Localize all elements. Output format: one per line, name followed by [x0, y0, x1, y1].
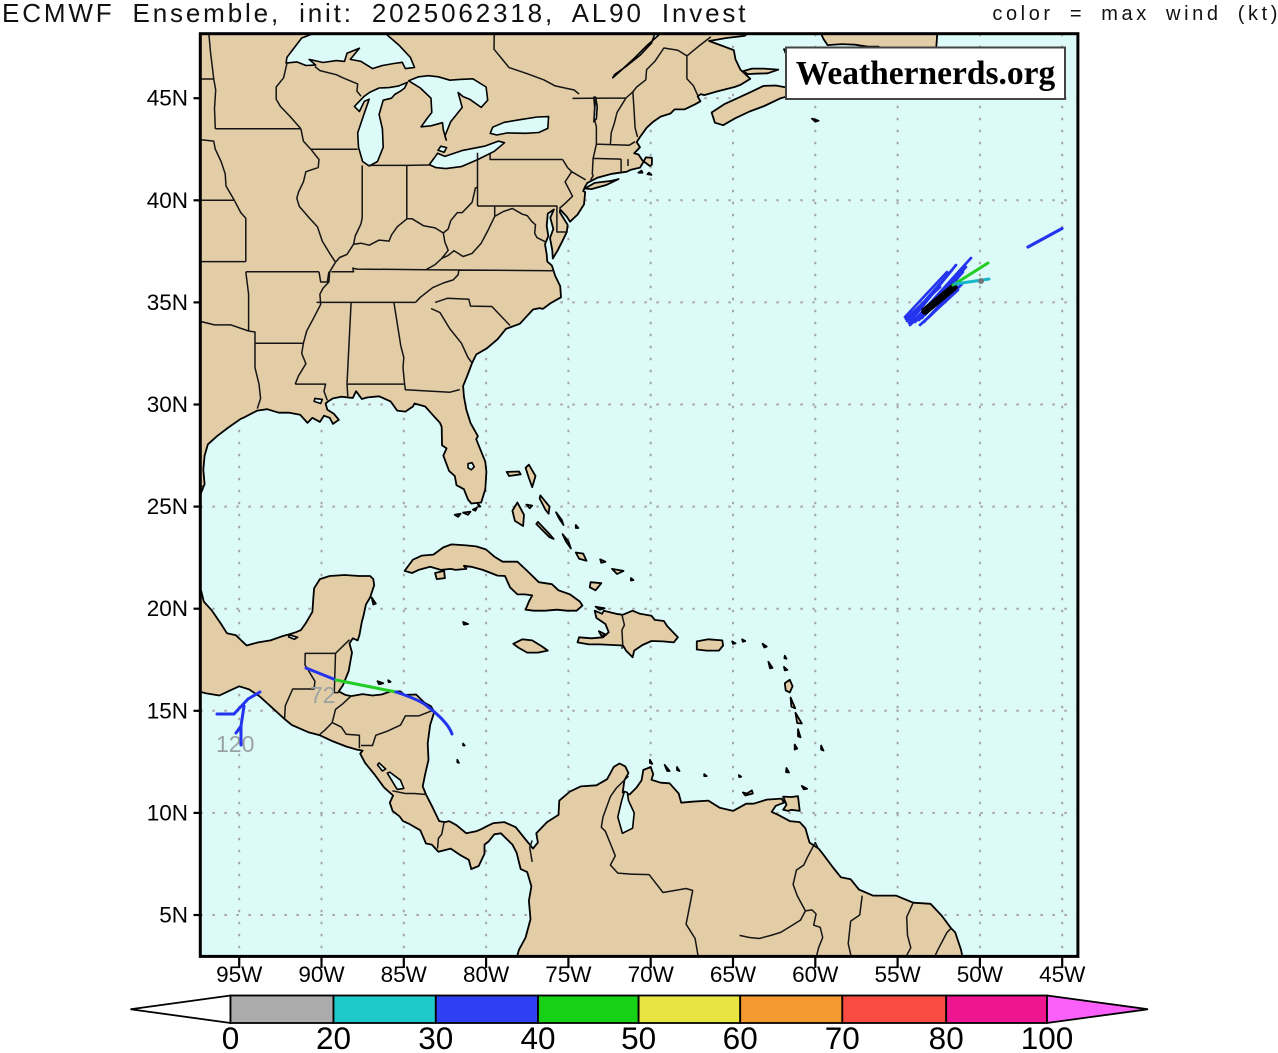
svg-text:50W: 50W	[957, 962, 1004, 987]
svg-text:35N: 35N	[147, 290, 188, 315]
svg-text:30N: 30N	[147, 392, 188, 417]
svg-text:50: 50	[621, 1020, 656, 1053]
svg-text:20: 20	[316, 1020, 351, 1053]
svg-text:40: 40	[520, 1020, 555, 1053]
svg-text:45N: 45N	[147, 86, 188, 111]
svg-text:30: 30	[418, 1020, 453, 1053]
svg-text:72: 72	[310, 682, 336, 708]
svg-text:25N: 25N	[147, 494, 188, 519]
svg-text:95W: 95W	[216, 962, 263, 987]
svg-text:40N: 40N	[147, 188, 188, 213]
svg-text:20N: 20N	[147, 596, 188, 621]
svg-text:5N: 5N	[159, 903, 188, 928]
svg-text:10N: 10N	[147, 800, 188, 825]
svg-text:Weathernerds.org: Weathernerds.org	[796, 55, 1056, 92]
svg-text:60W: 60W	[792, 962, 839, 987]
svg-text:15N: 15N	[147, 698, 188, 723]
svg-text:55W: 55W	[874, 962, 921, 987]
svg-text:80W: 80W	[463, 962, 510, 987]
svg-text:85W: 85W	[381, 962, 428, 987]
svg-text:65W: 65W	[710, 962, 757, 987]
svg-text:100: 100	[1021, 1020, 1074, 1053]
svg-text:80: 80	[929, 1020, 964, 1053]
svg-text:60: 60	[723, 1020, 758, 1053]
svg-text:75W: 75W	[545, 962, 592, 987]
svg-text:45W: 45W	[1039, 962, 1086, 987]
svg-text:90W: 90W	[298, 962, 345, 987]
svg-text:70: 70	[825, 1020, 860, 1053]
svg-text:0: 0	[222, 1020, 240, 1053]
svg-text:120: 120	[216, 731, 254, 757]
svg-text:70W: 70W	[628, 962, 675, 987]
